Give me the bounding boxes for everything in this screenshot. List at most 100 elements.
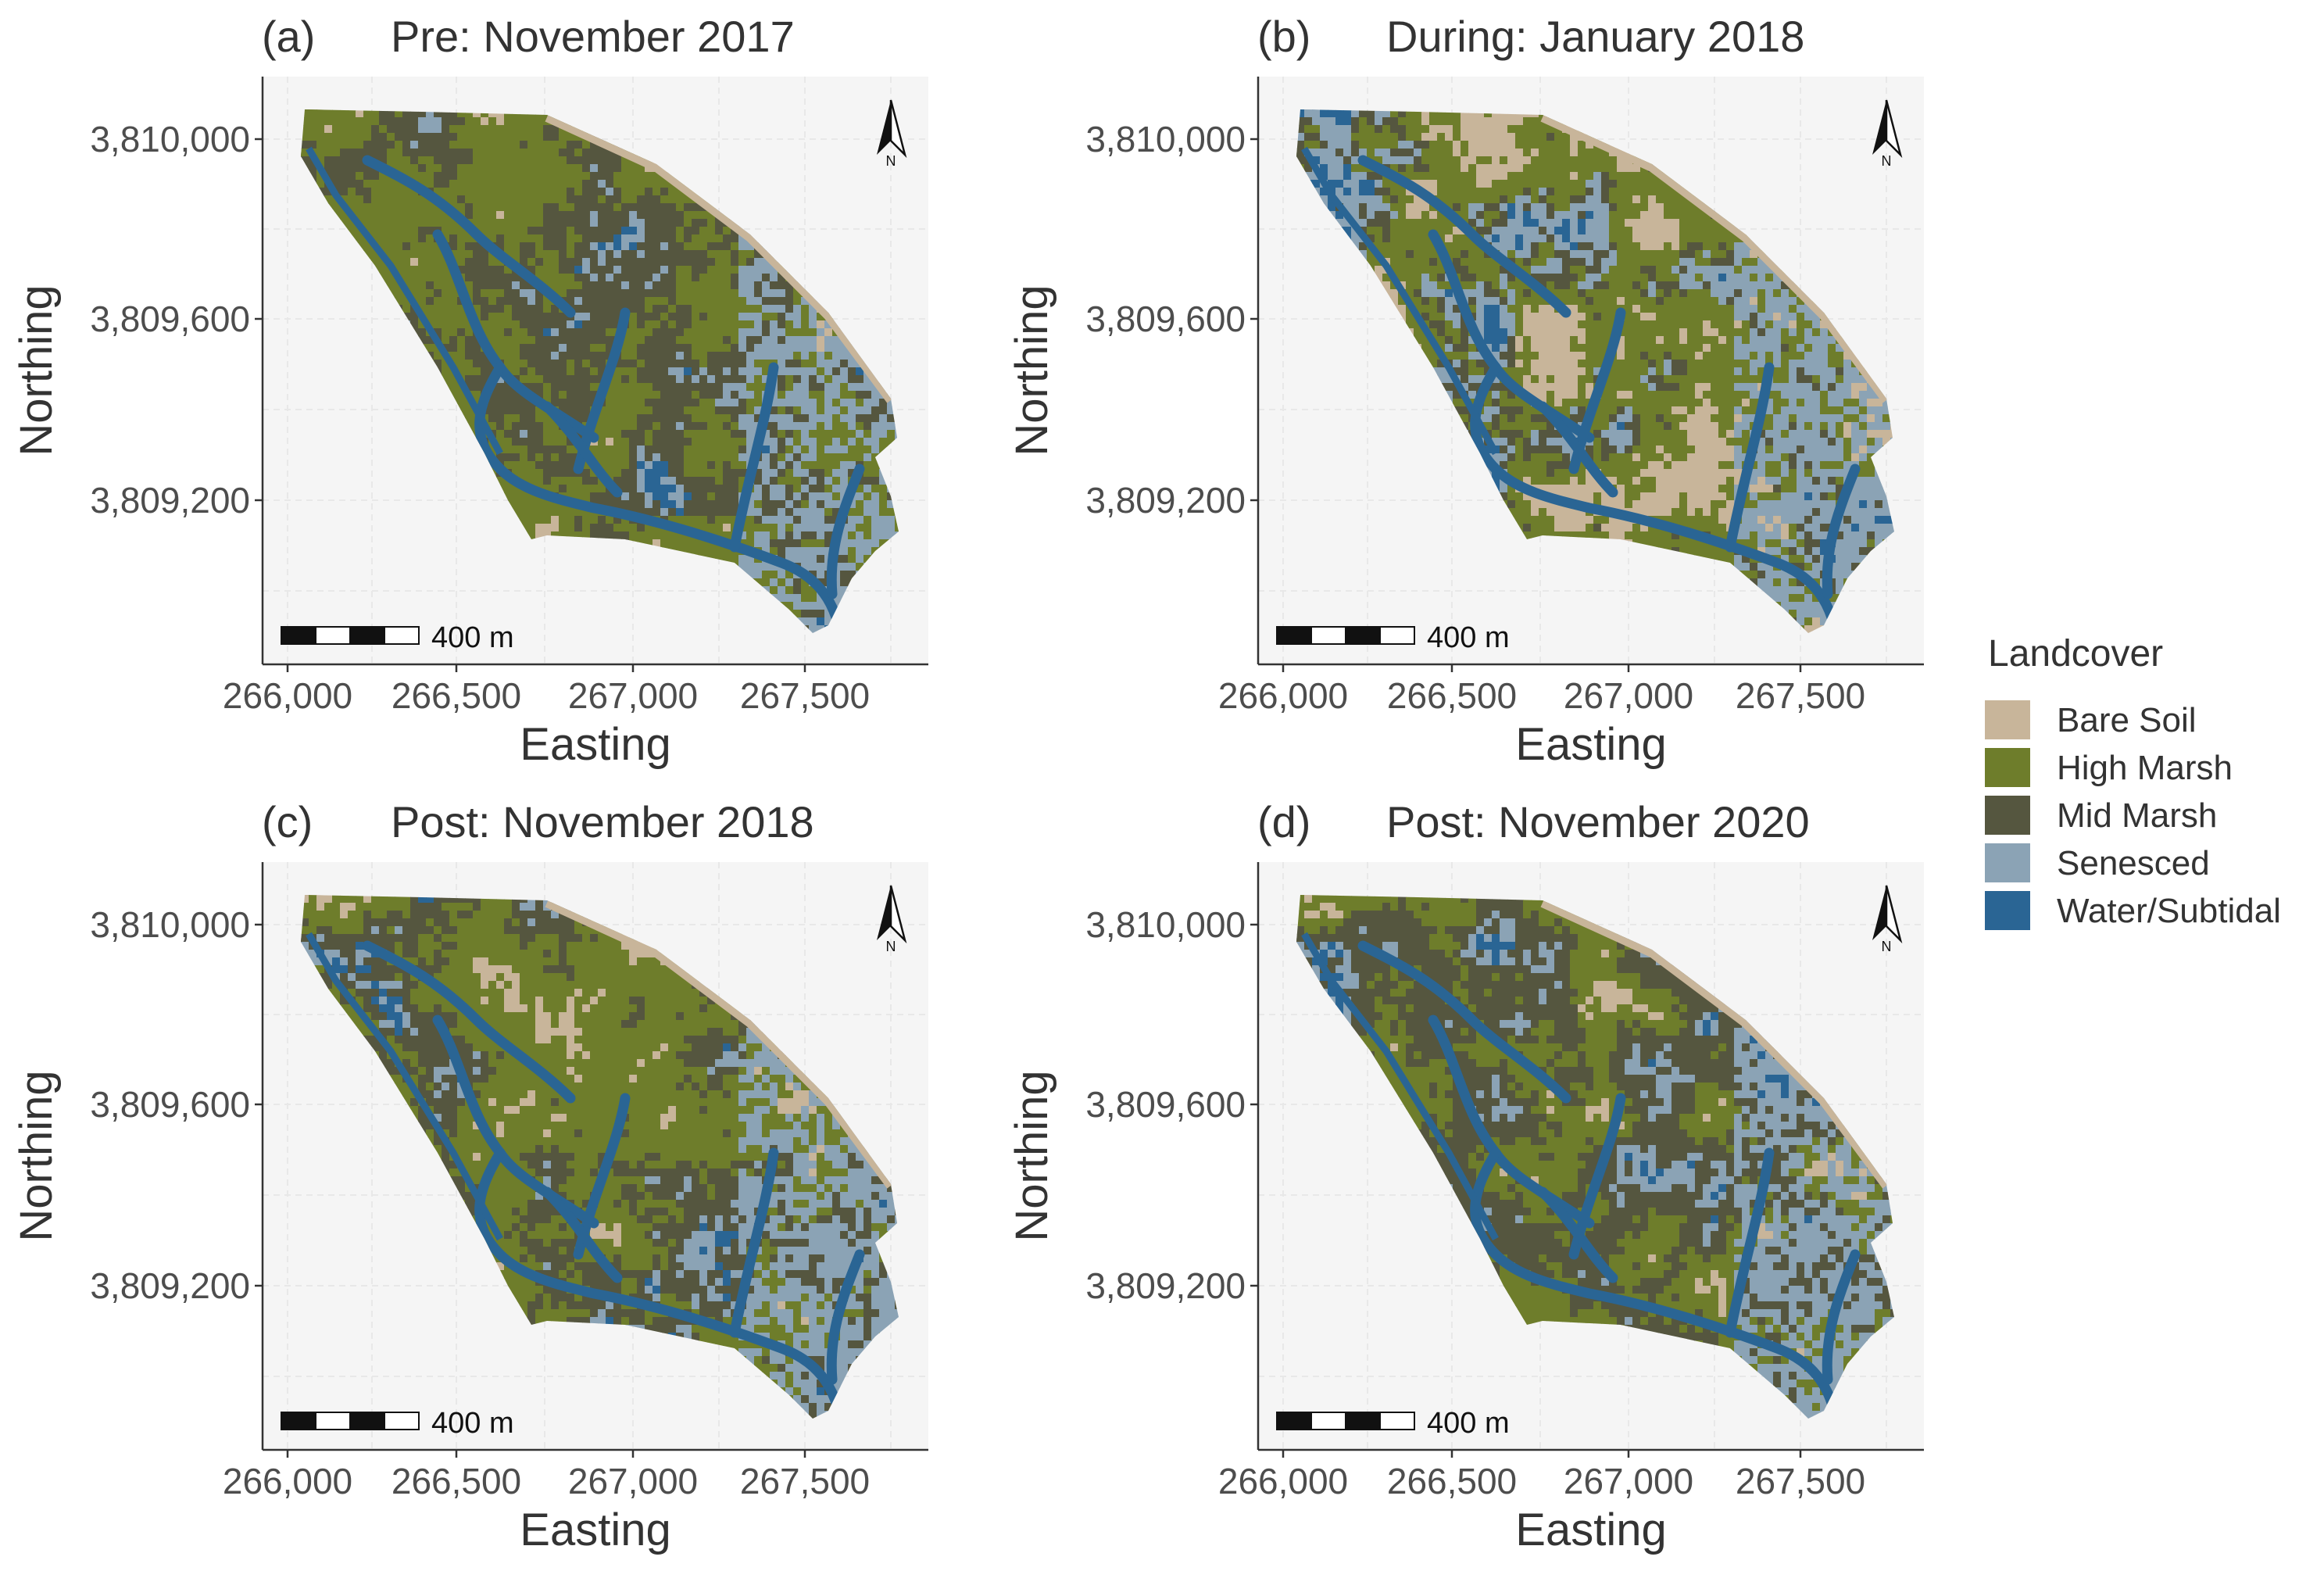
landcover-cell [778, 485, 786, 493]
landcover-cell [527, 313, 536, 321]
landcover-cell [535, 313, 544, 321]
landcover-cell [348, 219, 356, 227]
landcover-cell [738, 289, 747, 298]
landcover-cell [535, 117, 544, 126]
landcover-cell [527, 352, 536, 360]
landcover-cell [567, 461, 575, 470]
landcover-cell [817, 461, 825, 470]
landcover-cell [629, 469, 638, 478]
landcover-cell [856, 414, 864, 423]
landcover-cell [543, 297, 552, 306]
landcover-cell [684, 375, 692, 384]
landcover-cell [559, 164, 567, 173]
landcover-cell [473, 367, 481, 376]
landcover-cell [543, 438, 552, 446]
landcover-cell [770, 438, 778, 446]
landcover-cell [684, 367, 692, 376]
landcover-cell [613, 477, 622, 485]
landcover-cell [676, 219, 685, 227]
landcover-cell [465, 180, 474, 188]
landcover-cell [746, 414, 755, 423]
landcover-cell [457, 250, 466, 259]
landcover-cell [824, 383, 833, 392]
landcover-cell [582, 305, 591, 313]
landcover-cell [660, 242, 669, 251]
landcover-cell [324, 133, 333, 141]
landcover-cell [668, 375, 677, 384]
landcover-cell [574, 172, 583, 181]
landcover-cell [653, 313, 661, 321]
landcover-cell [785, 524, 794, 532]
landcover-cell [699, 477, 708, 485]
landcover-cell [715, 234, 724, 243]
landcover-cell [543, 383, 552, 392]
landcover-cell [598, 500, 606, 509]
landcover-cell [746, 281, 755, 290]
landcover-cell [371, 180, 380, 188]
landcover-cell [426, 336, 434, 345]
landcover-cell [434, 149, 442, 157]
landcover-cell [426, 180, 434, 188]
landcover-cell [770, 547, 778, 556]
landcover-cell [356, 180, 364, 188]
landcover-cell [590, 164, 599, 173]
landcover-cell [582, 242, 591, 251]
landcover-cell [543, 336, 552, 345]
landcover-cell [653, 375, 661, 384]
landcover-cell [863, 539, 872, 548]
landcover-cell [676, 203, 685, 212]
landcover-cell [559, 344, 567, 352]
landcover-cell [629, 391, 638, 399]
landcover-cell [551, 516, 560, 524]
landcover-cell [551, 336, 560, 345]
landcover-cell [738, 352, 747, 360]
landcover-cell [707, 469, 716, 478]
landcover-cell [809, 383, 817, 392]
landcover-cell [496, 477, 505, 485]
landcover-cell [621, 242, 630, 251]
landcover-cell [356, 109, 364, 118]
landcover-cell [606, 242, 614, 251]
landcover-cell [410, 250, 419, 259]
landcover-cell [488, 164, 497, 173]
landcover-cell [738, 297, 747, 306]
landcover-cell [535, 328, 544, 337]
landcover-cell [762, 563, 770, 571]
landcover-cell [613, 500, 622, 509]
landcover-cell [629, 250, 638, 259]
landcover-cell [692, 383, 700, 392]
landcover-cell [418, 117, 427, 126]
landcover-cell [699, 242, 708, 251]
landcover-cell [496, 344, 505, 352]
landcover-cell [754, 500, 763, 509]
landcover-cell [723, 227, 731, 235]
landcover-cell [629, 399, 638, 407]
landcover-cell [668, 367, 677, 376]
landcover-cell [402, 234, 411, 243]
landcover-cell [473, 242, 481, 251]
landcover-cell [543, 453, 552, 462]
landcover-cell [793, 446, 802, 454]
landcover-cell [653, 336, 661, 345]
landcover-cell [629, 266, 638, 274]
landcover-cell [770, 422, 778, 431]
landcover-cell [410, 219, 419, 227]
landcover-cell [887, 516, 896, 524]
landcover-cell [778, 336, 786, 345]
landcover-cell [731, 258, 739, 267]
landcover-cell [645, 180, 653, 188]
landcover-cell [543, 172, 552, 181]
landcover-cell [465, 258, 474, 267]
landcover-cell [754, 289, 763, 298]
landcover-cell [778, 508, 786, 517]
landcover-cell [481, 172, 489, 181]
landcover-cell [621, 406, 630, 415]
landcover-cell [504, 399, 513, 407]
landcover-cell [692, 328, 700, 337]
landcover-cell [653, 266, 661, 274]
landcover-cell [746, 352, 755, 360]
landcover-cell [684, 211, 692, 220]
landcover-cell [824, 422, 833, 431]
landcover-cell [520, 164, 528, 173]
landcover-cell [457, 109, 466, 118]
